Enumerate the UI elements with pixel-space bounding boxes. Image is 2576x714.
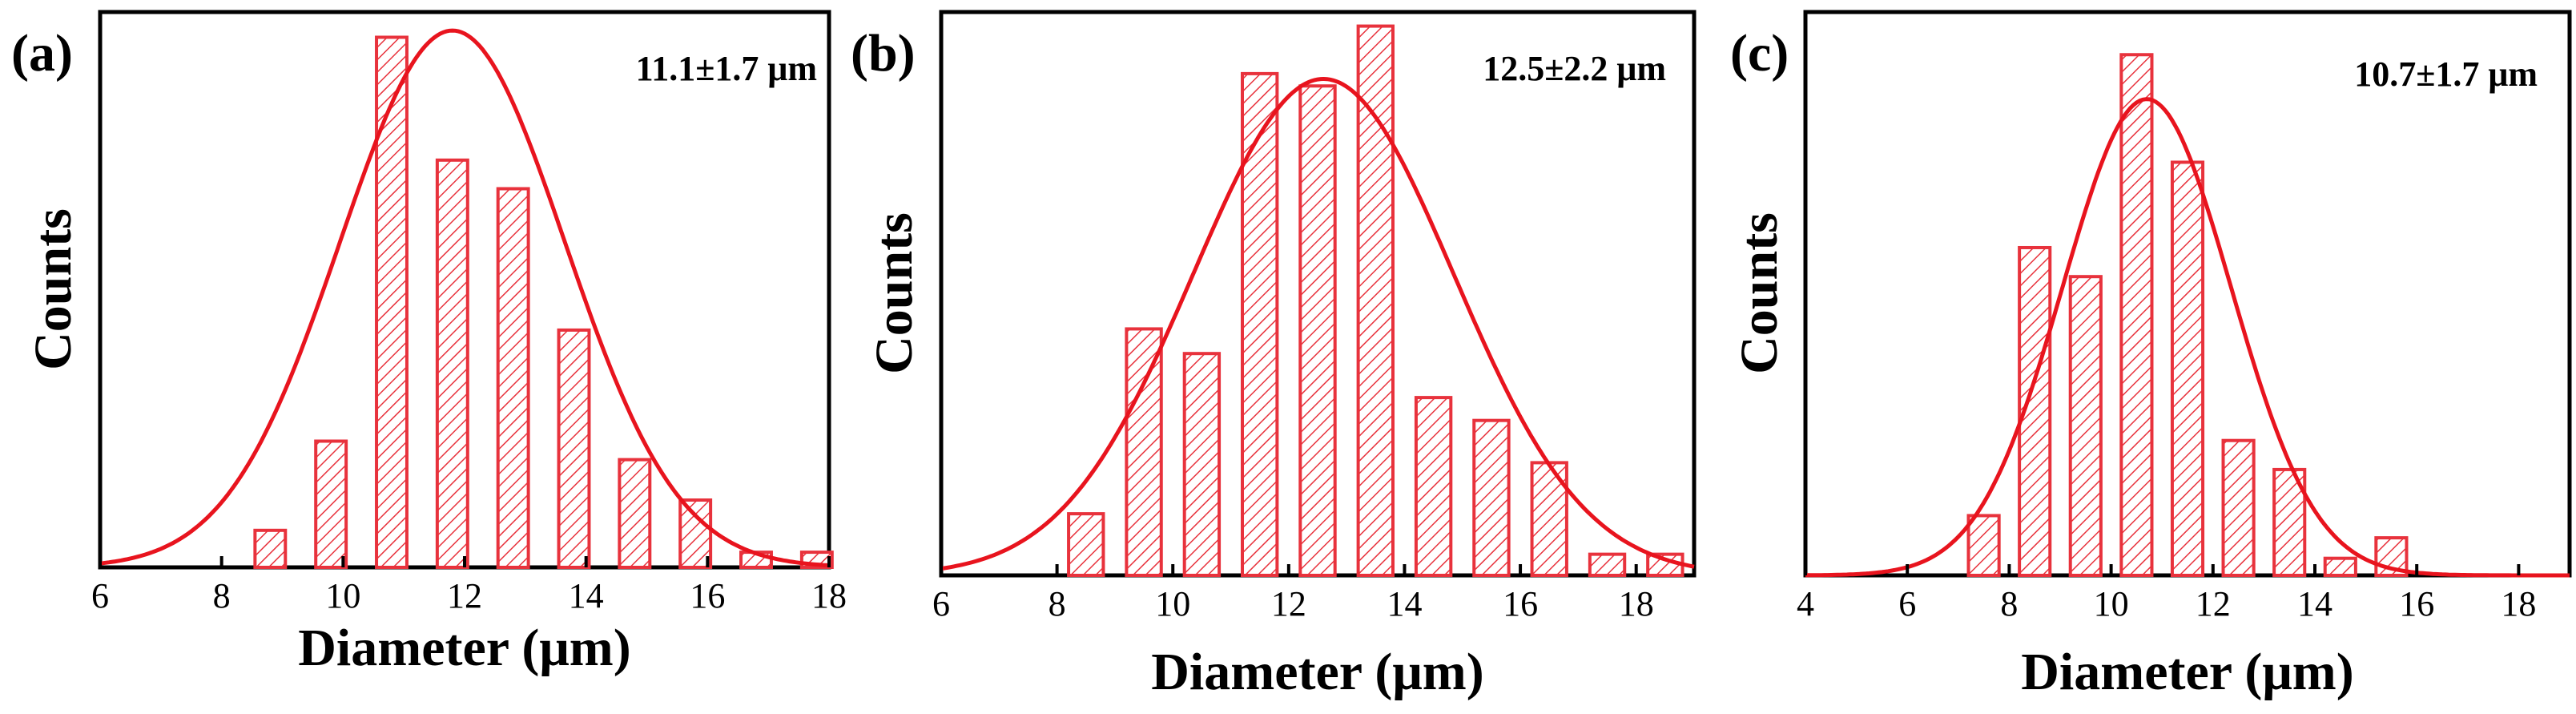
histogram-bar	[435, 158, 469, 570]
gaussian-fit-curve	[940, 76, 1695, 571]
gaussian-fit-curve	[1805, 97, 2570, 578]
histogram-bar	[2323, 556, 2357, 577]
x-axis-ticks: 4 6 8 10 12 14 16 18	[1797, 564, 2536, 623]
histogram-bar	[1966, 514, 2001, 577]
x-tick-label: 12	[2196, 584, 2231, 623]
y-axis-title: Counts	[865, 212, 924, 374]
x-tick-label: 18	[2501, 584, 2536, 623]
x-tick-label: 16	[690, 576, 725, 615]
x-tick-label: 18	[811, 576, 847, 615]
histogram-bar	[1298, 84, 1337, 578]
panel-label: (a)	[11, 24, 73, 83]
histogram-bar	[2068, 275, 2103, 577]
x-tick-label: 10	[1155, 584, 1190, 623]
bars	[1067, 24, 1684, 578]
x-tick-label: 12	[1271, 584, 1306, 623]
histogram-bar	[1067, 512, 1105, 577]
bars	[1966, 53, 2409, 578]
gaussian-fit-curve	[99, 28, 830, 568]
x-tick-label: 14	[1387, 584, 1422, 623]
histogram-bar	[1414, 396, 1453, 577]
histogram-bar	[496, 187, 530, 569]
mean-size-label: 12.5±2.2 μm	[1483, 49, 1666, 88]
x-tick-label: 14	[2297, 584, 2332, 623]
histogram-bar	[2119, 53, 2154, 578]
x-axis-title: Diameter (μm)	[1151, 643, 1484, 701]
x-tick-label: 6	[932, 584, 950, 623]
histogram-bar	[618, 458, 652, 569]
y-axis-title: Counts	[1730, 212, 1789, 374]
histogram-bar	[1182, 352, 1222, 577]
histogram-bar	[1472, 418, 1511, 577]
x-tick-label: 16	[2399, 584, 2434, 623]
histogram-bar	[314, 439, 348, 569]
x-tick-label: 6	[91, 576, 109, 615]
mean-size-label: 11.1±1.7 μm	[636, 49, 817, 88]
panel-a: (a) 6 8 10 12 14 16 18 11.1±1.7 μm Diameter (μ…	[11, 10, 847, 677]
x-tick-label: 8	[2000, 584, 2018, 623]
y-axis-title: Counts	[24, 208, 83, 370]
histogram-bar	[253, 528, 288, 569]
histogram-bar	[1125, 327, 1163, 577]
histogram-bar	[2221, 438, 2256, 577]
x-axis-title: Diameter (μm)	[2021, 643, 2354, 701]
x-axis-ticks: 6 8 10 12 14 16 18	[91, 556, 847, 615]
histogram-bar	[678, 498, 713, 569]
histogram-bar	[1241, 71, 1279, 577]
x-tick-label: 8	[213, 576, 231, 615]
x-tick-label: 14	[569, 576, 604, 615]
panel-label: (b)	[851, 24, 916, 83]
histogram-bar	[2170, 160, 2205, 577]
histogram-bar	[1530, 461, 1568, 578]
x-tick-label: 12	[447, 576, 482, 615]
histogram-bar	[1356, 24, 1395, 577]
x-tick-label: 4	[1797, 584, 1814, 623]
x-tick-label: 6	[1898, 584, 1916, 623]
histogram-bar	[375, 35, 409, 569]
x-tick-label: 16	[1503, 584, 1538, 623]
x-tick-label: 18	[1619, 584, 1654, 623]
histogram-bar	[1588, 552, 1627, 578]
panel-label: (c)	[1730, 24, 1789, 83]
x-axis-title: Diameter (μm)	[298, 619, 631, 677]
mean-size-label: 10.7±1.7 μm	[2354, 54, 2538, 94]
x-tick-label: 8	[1049, 584, 1066, 623]
bars	[253, 35, 834, 570]
x-tick-label: 10	[2094, 584, 2129, 623]
histogram-bar	[557, 328, 591, 569]
x-tick-label: 10	[325, 576, 360, 615]
panel-c: (c) 4 6 8 10 12 14 16 18 10.7±1.7 μm Diameter (…	[1730, 10, 2572, 701]
x-axis-ticks: 6 8 10 12 14 16 18	[932, 564, 1654, 623]
panel-b: (b) 6 8 10 12 14 16 18 12.5±2.2 μm Diameter (μ…	[851, 10, 1697, 701]
